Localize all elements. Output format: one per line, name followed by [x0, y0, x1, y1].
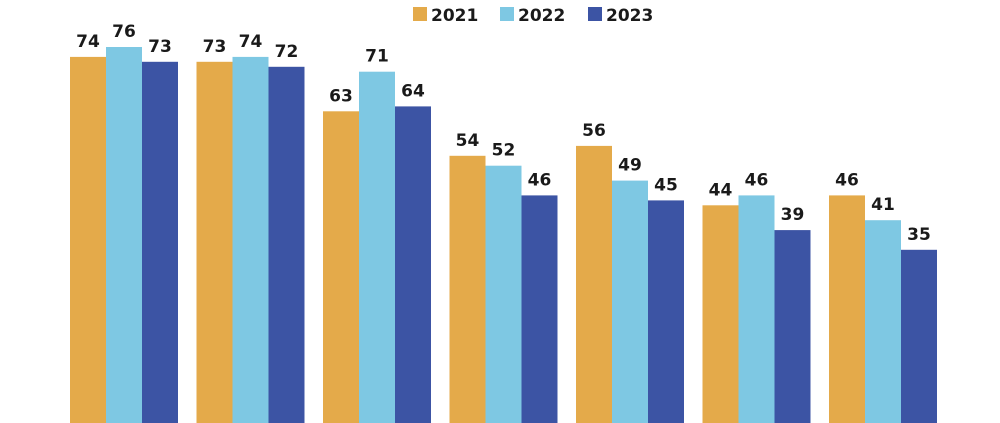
data-label-2022-group-1: 76	[112, 22, 136, 42]
data-label-2021-group-3: 63	[329, 86, 353, 106]
data-label-2022-group-4: 52	[492, 141, 516, 161]
data-label-2023-group-4: 46	[528, 170, 552, 190]
bar-2021-group-4	[449, 155, 486, 423]
bar-2021-group-6	[702, 205, 739, 423]
data-label-2021-group-7: 46	[835, 170, 859, 190]
bar-2021-group-5	[576, 145, 612, 423]
data-label-2023-group-3: 64	[401, 81, 425, 101]
data-label-2023-group-2: 72	[275, 42, 299, 62]
bar-2022-group-5	[612, 180, 648, 423]
bar-2023-group-1	[142, 61, 178, 423]
bars	[70, 47, 937, 423]
data-labels: 74 76 73 73 74 72 63 71 64 54 52 46 56 49 45 44 46 39 46 41…	[76, 22, 931, 245]
data-label-2022-group-5: 49	[618, 156, 642, 176]
bar-2023-group-2	[268, 66, 305, 423]
bar-2023-group-5	[648, 200, 684, 423]
bar-2023-group-4	[521, 195, 558, 423]
bar-2022-group-2	[232, 56, 269, 423]
data-label-2021-group-4: 54	[456, 131, 480, 151]
legend-label-2023: 2023	[606, 6, 653, 26]
bar-2023-group-6	[774, 230, 811, 423]
bar-2022-group-1	[106, 47, 142, 423]
legend-swatch-2023	[588, 7, 602, 21]
bar-2022-group-3	[359, 71, 395, 423]
bar-2022-group-6	[738, 195, 775, 423]
legend: 2021 2022 2023	[413, 6, 653, 26]
data-label-2021-group-5: 56	[582, 121, 606, 141]
data-label-2021-group-2: 73	[203, 37, 227, 57]
bar-2021-group-2	[196, 61, 233, 423]
data-label-2021-group-6: 44	[709, 180, 733, 200]
bar-2023-group-3	[395, 106, 431, 423]
data-label-2022-group-6: 46	[745, 170, 769, 190]
bar-2023-group-7	[901, 249, 937, 423]
legend-label-2022: 2022	[518, 6, 565, 26]
legend-swatch-2022	[500, 7, 514, 21]
data-label-2023-group-5: 45	[654, 175, 678, 195]
data-label-2023-group-6: 39	[781, 205, 805, 225]
bar-2021-group-3	[323, 111, 359, 423]
bar-2022-group-4	[485, 165, 522, 423]
data-label-2022-group-7: 41	[871, 195, 895, 215]
bar-2022-group-7	[865, 220, 901, 423]
data-label-2022-group-2: 74	[239, 32, 263, 52]
data-label-2022-group-3: 71	[365, 47, 389, 67]
bar-2021-group-7	[829, 195, 865, 423]
data-label-2023-group-7: 35	[907, 225, 931, 245]
legend-swatch-2021	[413, 7, 427, 21]
legend-label-2021: 2021	[431, 6, 478, 26]
bar-2021-group-1	[70, 56, 106, 423]
data-label-2021-group-1: 74	[76, 32, 100, 52]
data-label-2023-group-1: 73	[148, 37, 172, 57]
